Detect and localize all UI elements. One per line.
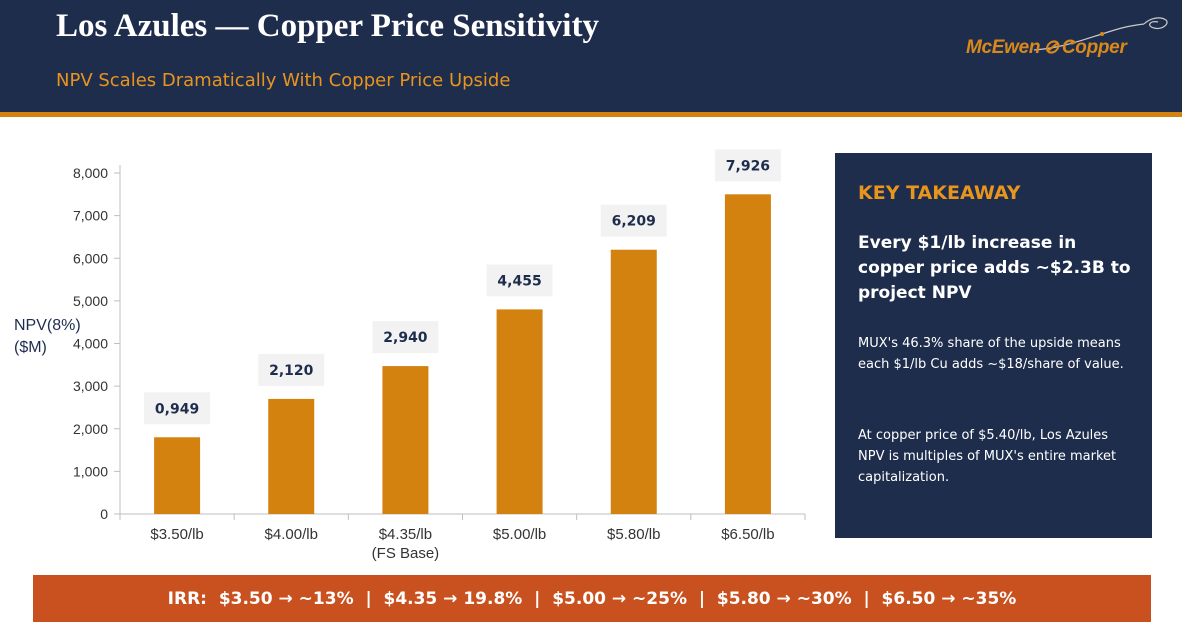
x-tick-label: $5.80/lb	[607, 526, 660, 543]
y-tick-label: 3,000	[73, 378, 108, 394]
logo-wire-icon	[1033, 17, 1168, 51]
x-tick-label: $5.00/lb	[493, 526, 546, 543]
takeaway-title: KEY TAKEAWAY	[858, 182, 1021, 204]
npv-bar-chart: 0 1,000 2,000 3,000 4,000 5,000 6,000 7,000 8,00…	[14, 149, 806, 562]
bar	[382, 366, 429, 514]
data-label: 6,209	[612, 214, 656, 230]
y-axis-title: NPV(8%)	[14, 317, 81, 334]
y-tick-label: 5,000	[73, 293, 108, 309]
data-label-box	[600, 204, 667, 237]
irr-summary: IRR: $3.50 → ~13% | $4.35 → 19.8% | $5.0…	[167, 588, 1017, 609]
y-tick-label: 4,000	[73, 336, 108, 352]
company-logo: McEwen ⊘ Copper	[960, 14, 1170, 64]
x-tick-label: (FS Base)	[372, 545, 440, 562]
header-divider	[0, 112, 1182, 117]
y-tick-label: 0	[100, 506, 108, 522]
logo-wordmark: McEwen ⊘ Copper	[966, 37, 1127, 58]
data-label-box	[714, 149, 781, 182]
x-tick-label: $6.50/lb	[721, 526, 774, 543]
y-tick-label: 2,000	[73, 421, 108, 437]
x-tick-label: $3.50/lb	[150, 526, 203, 543]
y-axis-title: ($M)	[14, 339, 47, 356]
x-tick-label: $4.00/lb	[265, 526, 318, 543]
data-label-box	[144, 392, 211, 425]
irr-banner: IRR: $3.50 → ~13% | $4.35 → 19.8% | $5.0…	[33, 575, 1151, 622]
y-tick-label: 7,000	[73, 208, 108, 224]
data-label: 4,455	[497, 273, 541, 289]
data-label: 2,120	[269, 363, 314, 379]
header-banner	[0, 0, 1182, 112]
data-label: 0,949	[155, 401, 199, 417]
takeaway-body-share: MUX's 46.3% share of the upside means ea…	[858, 336, 1124, 372]
data-label: 7,926	[726, 158, 770, 174]
takeaway-body-market-cap: At copper price of $5.40/lb, Los Azules …	[858, 428, 1117, 485]
bar	[496, 309, 543, 514]
y-tick-label: 6,000	[73, 250, 108, 266]
bar	[610, 249, 657, 514]
bar	[154, 437, 201, 514]
data-label: 2,940	[383, 330, 428, 346]
data-label-box	[486, 264, 553, 297]
key-takeaway-panel: KEY TAKEAWAY Every $1/lb increase in cop…	[835, 153, 1152, 538]
x-tick-label: $4.35/lb	[379, 526, 432, 543]
data-label-box	[258, 353, 325, 386]
y-tick-label: 1,000	[73, 463, 108, 479]
bar	[724, 194, 771, 514]
data-label-box	[372, 321, 439, 354]
bar	[268, 398, 315, 514]
page-title: Los Azules — Copper Price Sensitivity	[56, 8, 599, 44]
page-subtitle: NPV Scales Dramatically With Copper Pric…	[56, 70, 511, 91]
takeaway-headline: Every $1/lb increase in copper price add…	[858, 233, 1131, 303]
y-tick-label: 8,000	[73, 165, 108, 181]
